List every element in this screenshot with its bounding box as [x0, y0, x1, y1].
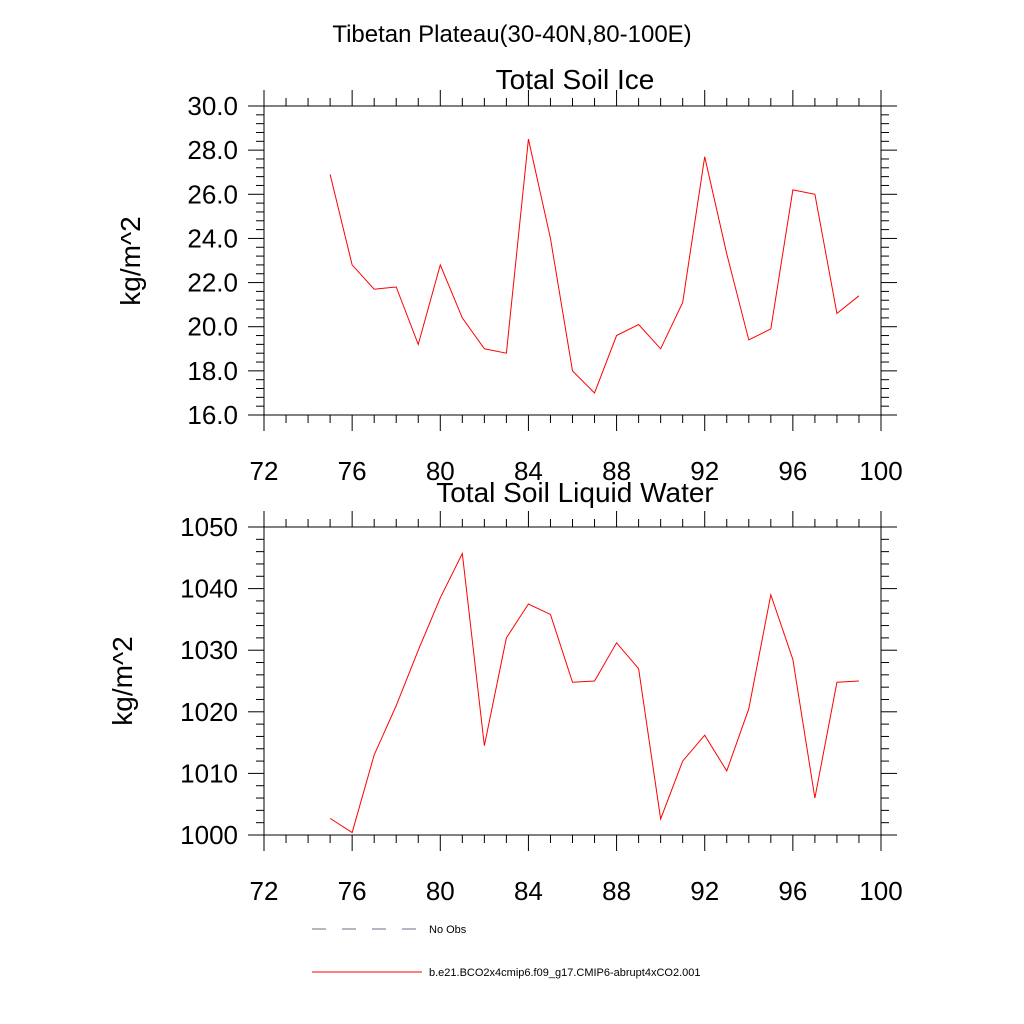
- x-tick-label: 96: [778, 876, 807, 906]
- x-tick-label: 92: [690, 456, 719, 486]
- y-tick-label: 1040: [180, 574, 238, 604]
- y-axis-label: kg/m^2: [107, 636, 138, 725]
- x-tick-label: 80: [426, 876, 455, 906]
- figure-suptitle: Tibetan Plateau(30-40N,80-100E): [332, 21, 691, 48]
- series-group: [329, 139, 860, 394]
- x-tick-label: 100: [859, 456, 902, 486]
- legend: No Obs b.e21.BCO2x4cmip6.f09_g17.CMIP6-a…: [312, 924, 701, 979]
- x-tick-label: 72: [250, 876, 279, 906]
- x-tick-label: 76: [338, 456, 367, 486]
- y-tick-label: 28.0: [187, 135, 238, 165]
- chart-title: Total Soil Liquid Water: [436, 477, 714, 508]
- series-line: [329, 551, 859, 834]
- y-tick-label: 1050: [180, 512, 238, 542]
- y-tick-label: 1030: [180, 635, 238, 665]
- x-tick-label: 96: [778, 456, 807, 486]
- x-tick-label: 92: [690, 876, 719, 906]
- x-tick-label: 88: [602, 456, 631, 486]
- y-tick-label: 1000: [180, 820, 238, 850]
- plot-frame: [263, 105, 882, 416]
- x-tick-label: 84: [514, 876, 543, 906]
- y-tick-label: 22.0: [187, 268, 238, 298]
- chart-panel-soil-liquid-water: Total Soil Liquid Water kg/m^2 72 76 80 84 8…: [107, 477, 903, 906]
- y-axis-label: kg/m^2: [115, 216, 146, 305]
- chart-panel-soil-ice: Total Soil Ice kg/m^2 72 76 80 84 88 92 96 100 1…: [115, 64, 903, 486]
- legend-label: b.e21.BCO2x4cmip6.f09_g17.CMIP6-abrupt4x…: [429, 967, 701, 979]
- y-tick-label: 20.0: [187, 312, 238, 342]
- x-tick-label: 76: [338, 876, 367, 906]
- chart-title: Total Soil Ice: [496, 64, 655, 95]
- x-tick-label: 80: [426, 456, 455, 486]
- series-line: [329, 139, 860, 394]
- x-tick-label: 100: [859, 876, 902, 906]
- x-tick-label: 88: [602, 876, 631, 906]
- plot-frame: [263, 526, 882, 836]
- legend-label: No Obs: [429, 924, 467, 936]
- y-tick-label: 18.0: [187, 356, 238, 386]
- y-tick-label: 1010: [180, 758, 238, 788]
- axis-ticks: [248, 90, 897, 431]
- x-tick-label: 84: [514, 456, 543, 486]
- tick-labels: 72 76 80 84 88 92 96 100 1000 1010 1020 1030 1040 105…: [180, 512, 903, 906]
- y-tick-label: 26.0: [187, 179, 238, 209]
- series-group: [329, 551, 859, 834]
- y-tick-label: 16.0: [187, 400, 238, 430]
- x-tick-label: 72: [250, 456, 279, 486]
- axis-ticks: [248, 511, 897, 851]
- y-tick-label: 24.0: [187, 223, 238, 253]
- legend-entry-model: b.e21.BCO2x4cmip6.f09_g17.CMIP6-abrupt4x…: [312, 967, 701, 979]
- y-tick-label: 1020: [180, 697, 238, 727]
- y-tick-label: 30.0: [187, 91, 238, 121]
- legend-entry-no-obs: No Obs: [312, 924, 467, 936]
- tick-labels: 72 76 80 84 88 92 96 100 16.0 18.0 20.0 22.0 24.0 26.…: [187, 91, 902, 486]
